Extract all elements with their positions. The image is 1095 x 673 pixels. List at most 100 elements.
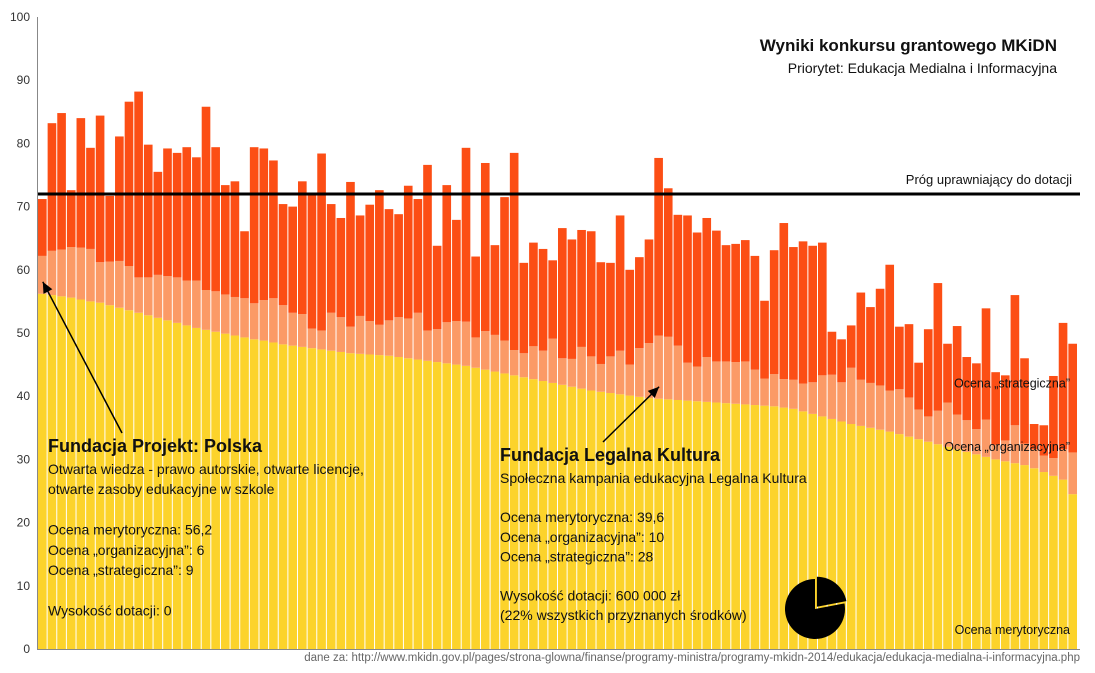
bar-segment-merytoryczna <box>1068 494 1077 649</box>
bar-segment-strategiczna <box>394 214 403 318</box>
series-label: Ocena merytoryczna <box>955 623 1070 637</box>
bar-segment-merytoryczna <box>837 421 846 649</box>
bar-segment-strategiczna <box>712 230 721 362</box>
bar-segment-organizacyjna <box>895 389 904 435</box>
bar-segment-organizacyjna <box>278 305 288 345</box>
bar-segment-strategiczna <box>326 204 336 313</box>
bars-layer <box>38 91 1077 649</box>
bar-segment-strategiczna <box>827 331 837 375</box>
bar-segment-organizacyjna <box>298 314 307 347</box>
bar-segment-strategiczna <box>952 326 962 415</box>
bar-segment-merytoryczna <box>336 351 346 649</box>
bar-segment-organizacyjna <box>962 420 972 452</box>
series-label: Ocena „strategiczna” <box>954 377 1070 391</box>
annotation-line: Ocena „organizacyjna”: 6 <box>48 542 205 558</box>
annotation-line: Otwarta wiedza - prawo autorskie, otwart… <box>48 461 364 477</box>
bar-segment-merytoryczna <box>1058 479 1068 649</box>
bar-segment-organizacyjna <box>1010 425 1020 464</box>
bar-segment-strategiczna <box>346 181 355 327</box>
bar-segment-organizacyjna <box>134 277 143 313</box>
bar-segment-strategiczna <box>249 147 259 304</box>
bar-segment-merytoryczna <box>105 305 115 649</box>
bar-segment-organizacyjna <box>644 343 654 399</box>
bar-segment-organizacyjna <box>259 300 269 341</box>
bar-segment-strategiczna <box>1058 322 1068 450</box>
bar-segment-organizacyjna <box>288 312 297 346</box>
bar-segment-organizacyjna <box>740 361 750 405</box>
bar-segment-organizacyjna <box>721 361 731 404</box>
bar-segment-merytoryczna <box>962 451 972 649</box>
bar-segment-merytoryczna <box>86 301 95 649</box>
bar-segment-merytoryczna <box>413 359 423 649</box>
y-tick-label: 40 <box>17 389 31 403</box>
bar-segment-merytoryczna <box>394 357 403 649</box>
bar-segment-organizacyjna <box>972 429 981 455</box>
bar-segment-organizacyjna <box>307 328 317 349</box>
bar-segment-merytoryczna <box>66 297 76 649</box>
bar-segment-merytoryczna <box>500 373 509 649</box>
bar-segment-organizacyjna <box>413 312 423 360</box>
bar-segment-merytoryczna <box>615 394 625 649</box>
bar-segment-strategiczna <box>211 147 220 292</box>
bar-segment-merytoryczna <box>182 325 192 649</box>
bar-segment-merytoryczna <box>731 403 740 649</box>
bar-segment-merytoryczna <box>981 456 991 649</box>
bar-segment-strategiczna <box>317 153 326 331</box>
bar-segment-strategiczna <box>548 260 557 339</box>
bar-segment-strategiczna <box>615 215 625 351</box>
bar-segment-merytoryczna <box>529 379 538 649</box>
bar-segment-organizacyjna <box>86 248 95 302</box>
bar-segment-organizacyjna <box>702 357 712 402</box>
bar-segment-organizacyjna <box>500 340 509 374</box>
bar-segment-strategiczna <box>519 262 529 354</box>
bar-segment-strategiczna <box>885 264 895 391</box>
bar-segment-strategiczna <box>856 292 866 380</box>
bar-segment-organizacyjna <box>779 379 789 408</box>
bar-segment-merytoryczna <box>519 377 529 649</box>
bar-segment-merytoryczna <box>808 413 817 649</box>
bar-segment-strategiczna <box>692 232 702 367</box>
bar-segment-merytoryczna <box>712 402 721 649</box>
bar-segment-strategiczna <box>500 197 509 341</box>
bar-segment-merytoryczna <box>143 315 153 649</box>
bar-segment-organizacyjna <box>432 329 442 363</box>
bar-segment-strategiczna <box>240 231 249 299</box>
bar-segment-strategiczna <box>269 160 278 299</box>
bar-segment-merytoryczna <box>606 393 615 649</box>
bar-segment-merytoryczna <box>317 349 326 649</box>
y-tick-label: 80 <box>17 136 31 150</box>
bar-segment-merytoryczna <box>538 381 548 649</box>
bar-segment-merytoryczna <box>846 424 856 649</box>
bar-segment-organizacyjna <box>442 322 452 364</box>
bar-segment-merytoryczna <box>259 340 269 649</box>
bar-segment-organizacyjna <box>1039 455 1049 473</box>
bar-segment-strategiczna <box>172 152 182 278</box>
bar-segment-strategiczna <box>105 195 115 262</box>
bar-segment-merytoryczna <box>1049 475 1058 649</box>
bar-segment-organizacyjna <box>923 416 933 442</box>
bar-segment-strategiczna <box>808 245 817 383</box>
bar-segment-strategiczna <box>432 245 442 330</box>
bar-segment-merytoryczna <box>403 358 413 649</box>
bar-segment-merytoryczna <box>509 375 519 649</box>
bar-segment-merytoryczna <box>57 296 66 649</box>
bar-segment-merytoryczna <box>740 404 750 649</box>
bar-segment-organizacyjna <box>38 255 47 294</box>
annotation-line: Ocena merytoryczna: 39,6 <box>500 509 664 525</box>
bar-segment-organizacyjna <box>750 369 760 406</box>
annotation-line: Ocena „strategiczna”: 28 <box>500 548 654 564</box>
bar-segment-merytoryczna <box>461 365 471 649</box>
bar-segment-strategiczna <box>625 269 635 365</box>
bar-segment-organizacyjna <box>1029 449 1039 469</box>
bar-segment-organizacyjna <box>66 247 76 298</box>
bar-segment-organizacyjna <box>943 402 952 447</box>
bar-segment-strategiczna <box>423 164 432 331</box>
bar-segment-merytoryczna <box>683 400 692 649</box>
bar-segment-merytoryczna <box>1039 472 1049 649</box>
bar-segment-organizacyjna <box>230 296 240 336</box>
bar-segment-merytoryczna <box>201 329 211 649</box>
bar-segment-merytoryczna <box>1020 465 1029 649</box>
bar-segment-organizacyjna <box>423 330 432 361</box>
bar-segment-organizacyjna <box>663 336 673 400</box>
bar-segment-merytoryczna <box>38 293 47 649</box>
